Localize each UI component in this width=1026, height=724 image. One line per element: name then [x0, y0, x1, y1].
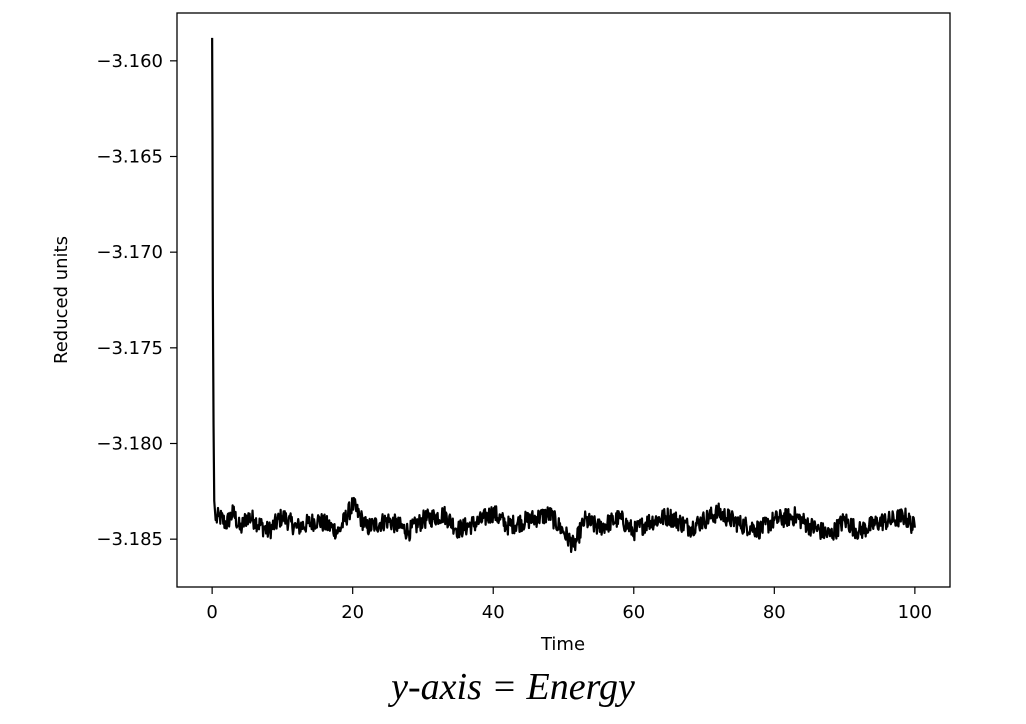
- x-tick-label: 100: [898, 602, 932, 623]
- chart: 0 20 40 60 80 100 −3.160−3.165−3.170−3.175−3.…: [51, 12, 951, 655]
- y-tick-label: −3.160: [96, 51, 163, 72]
- y-axis-label: Reduced units: [51, 236, 72, 364]
- plot-frame: [176, 12, 951, 588]
- y-tick-label: −3.170: [96, 242, 163, 263]
- plot-lines: [211, 37, 916, 554]
- x-tick-label: 60: [622, 602, 645, 623]
- y-tick-label: −3.180: [96, 434, 163, 455]
- y-tick-label: −3.165: [96, 147, 163, 168]
- caption: y-axis = Energy: [391, 666, 635, 708]
- x-axis-label: Time: [540, 634, 585, 655]
- x-axis: 0 20 40 60 80 100: [206, 587, 932, 623]
- x-tick-label: 20: [341, 602, 364, 623]
- x-tick-label: 80: [763, 602, 786, 623]
- y-axis: −3.160 −3.165 −3.170 −3.175 −3.180 −3.185: [96, 51, 177, 550]
- series-line: [211, 37, 916, 554]
- y-tick-label: −3.175: [96, 338, 163, 359]
- x-tick-label: 0: [206, 602, 217, 623]
- y-tick-label: −3.185: [96, 529, 163, 550]
- x-tick-label: 40: [482, 602, 505, 623]
